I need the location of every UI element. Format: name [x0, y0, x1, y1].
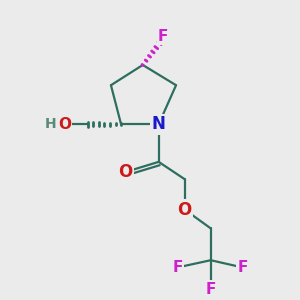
- Text: H: H: [44, 117, 56, 131]
- Text: -: -: [56, 117, 62, 131]
- Text: F: F: [158, 28, 168, 44]
- Text: O: O: [178, 201, 192, 219]
- Text: O: O: [118, 163, 133, 181]
- Text: O: O: [58, 117, 71, 132]
- Text: F: F: [237, 260, 248, 275]
- Text: F: F: [172, 260, 183, 275]
- Text: N: N: [152, 115, 166, 133]
- Text: F: F: [206, 282, 216, 297]
